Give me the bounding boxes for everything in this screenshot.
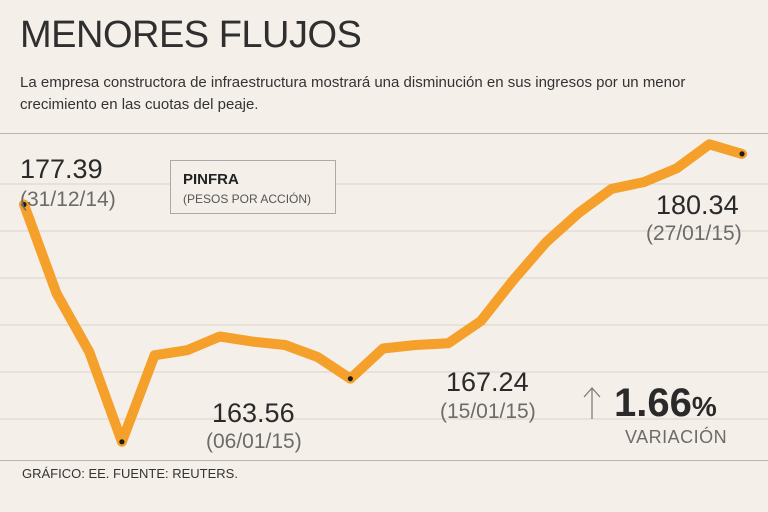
variation-number: 1.66: [614, 381, 692, 425]
legend-box: PINFRA (PESOS POR ACCIÓN): [170, 160, 336, 214]
arrow-up-icon: [583, 387, 601, 419]
point-markers: [21, 151, 745, 445]
data-point-marker: [739, 151, 745, 157]
data-point-marker: [21, 201, 27, 208]
annotation-date-end: (27/01/15): [646, 222, 742, 245]
bottom-divider: [0, 460, 768, 461]
variation-unit: %: [691, 391, 717, 422]
data-point-marker: [347, 376, 353, 382]
top-divider: [0, 133, 768, 134]
legend-series-name: PINFRA: [183, 171, 239, 188]
series-line-pinfra: [19, 139, 747, 447]
page-title: MENORES FLUJOS: [20, 14, 362, 56]
data-point-marker: [119, 439, 125, 445]
annotation-value-min: 163.56: [212, 398, 295, 428]
annotation-value-end: 180.34: [656, 190, 739, 220]
variation-label: VARIACIÓN: [625, 427, 728, 447]
annotation-value-start: 177.39: [20, 154, 103, 184]
legend-unit: (PESOS POR ACCIÓN): [183, 192, 312, 206]
chart-subtitle: La empresa constructora de infraestructu…: [20, 74, 686, 113]
annotation-date-mid: (15/01/15): [440, 400, 536, 423]
annotation-date-start: (31/12/14): [20, 188, 116, 211]
annotation-date-min: (06/01/15): [206, 430, 302, 453]
variation-value: 1.66%: [614, 380, 717, 430]
source-note: GRÁFICO: EE. FUENTE: REUTERS.: [22, 466, 238, 481]
annotation-value-mid: 167.24: [446, 367, 529, 397]
